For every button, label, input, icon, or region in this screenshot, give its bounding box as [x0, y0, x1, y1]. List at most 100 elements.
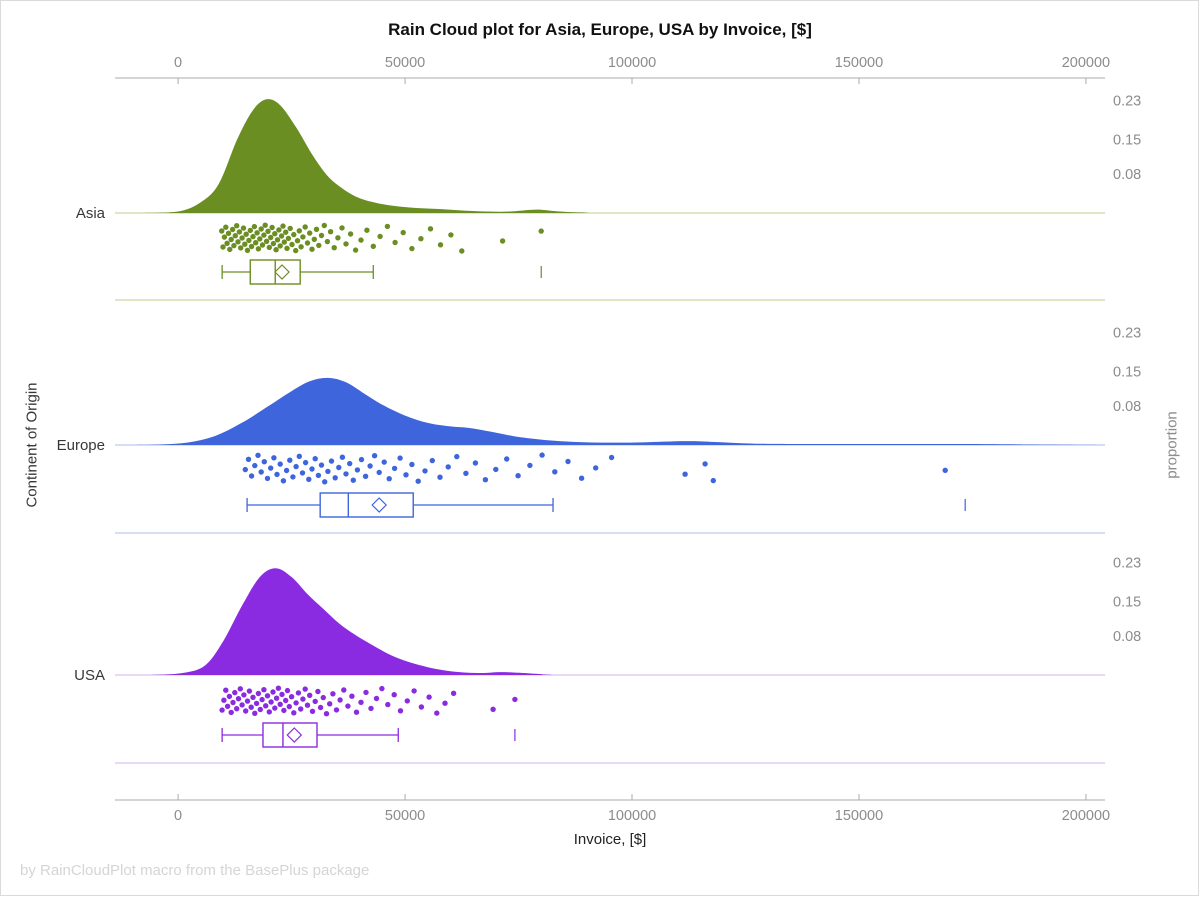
- data-point: [312, 456, 318, 462]
- data-point: [527, 462, 533, 469]
- data-point: [229, 226, 236, 233]
- data-point: [263, 238, 270, 244]
- data-point: [539, 452, 545, 458]
- data-point: [277, 461, 283, 467]
- data-point: [302, 459, 309, 466]
- data-point: [257, 236, 263, 242]
- data-point: [273, 247, 279, 253]
- data-point: [515, 473, 521, 479]
- data-point: [352, 247, 359, 253]
- data-point: [226, 693, 233, 700]
- data-point: [317, 704, 324, 711]
- data-point: [341, 687, 347, 693]
- category-label-usa: USA: [74, 667, 105, 684]
- data-point: [223, 224, 229, 230]
- data-point: [386, 476, 392, 482]
- top-axis-tick-label: 100000: [608, 55, 656, 71]
- data-point: [411, 688, 417, 694]
- data-point: [333, 707, 340, 713]
- data-point: [392, 239, 398, 246]
- data-point: [234, 223, 240, 229]
- category-label-europe: Europe: [57, 437, 105, 454]
- data-point: [251, 223, 258, 230]
- data-point: [295, 690, 302, 696]
- category-label-asia: Asia: [76, 205, 106, 222]
- data-point: [450, 690, 457, 696]
- data-point: [364, 227, 370, 233]
- data-point: [371, 453, 378, 459]
- data-point: [409, 461, 415, 468]
- data-point: [277, 701, 283, 707]
- data-point: [247, 227, 253, 234]
- data-point: [270, 240, 277, 247]
- data-point: [347, 231, 354, 237]
- bottom-axis-tick-label: 0: [174, 808, 182, 824]
- data-point: [265, 228, 271, 234]
- data-point: [339, 225, 345, 231]
- data-point: [463, 470, 469, 476]
- data-point: [403, 472, 409, 478]
- data-point: [244, 698, 251, 704]
- data-point: [349, 693, 355, 699]
- data-point: [241, 692, 247, 698]
- data-point: [278, 233, 285, 239]
- data-point: [253, 700, 260, 707]
- data-point: [343, 241, 349, 247]
- data-point: [274, 471, 280, 478]
- data-point: [280, 223, 286, 229]
- data-point: [264, 475, 271, 482]
- proportion-tick-label: 0.08: [1113, 399, 1141, 415]
- data-point: [300, 696, 306, 702]
- data-point: [266, 244, 272, 251]
- data-point: [321, 222, 327, 229]
- data-point: [400, 229, 406, 236]
- data-point: [330, 691, 336, 697]
- data-point: [397, 455, 403, 461]
- data-point: [323, 711, 330, 717]
- data-point: [264, 693, 271, 699]
- data-point: [296, 453, 302, 459]
- data-point: [377, 233, 383, 240]
- data-point: [268, 465, 274, 471]
- top-axis-tick-label: 200000: [1062, 55, 1110, 71]
- data-point: [248, 243, 255, 250]
- data-point: [565, 458, 571, 465]
- data-point: [288, 694, 295, 700]
- data-point: [263, 703, 269, 709]
- data-point: [239, 702, 245, 708]
- data-point: [325, 468, 331, 475]
- proportion-tick-label: 0.08: [1113, 629, 1141, 645]
- data-point: [298, 244, 304, 250]
- data-point: [248, 473, 255, 479]
- data-point: [287, 225, 293, 232]
- data-point: [250, 233, 256, 240]
- data-point: [593, 465, 599, 471]
- mean-diamond: [286, 727, 303, 743]
- data-point: [231, 242, 237, 249]
- data-point: [232, 689, 238, 696]
- proportion-tick-label: 0.23: [1113, 93, 1141, 109]
- data-point: [238, 245, 244, 251]
- data-point: [422, 468, 428, 474]
- density-curve-asia: [141, 99, 1105, 213]
- data-point: [373, 695, 380, 702]
- data-point: [320, 694, 326, 701]
- data-point: [281, 707, 287, 714]
- data-point: [376, 469, 382, 476]
- data-point: [313, 226, 320, 232]
- data-point: [244, 247, 251, 253]
- data-point: [272, 231, 278, 237]
- data-point: [272, 705, 278, 711]
- data-point: [221, 234, 228, 240]
- data-point: [290, 474, 296, 480]
- data-point: [243, 708, 249, 714]
- data-point: [434, 710, 440, 716]
- mean-diamond: [371, 497, 388, 513]
- data-point: [280, 478, 287, 484]
- data-point: [350, 477, 356, 483]
- x-axis-title: Invoice, [$]: [573, 831, 647, 848]
- data-point: [277, 243, 283, 249]
- data-point: [283, 467, 290, 474]
- data-point: [268, 234, 274, 241]
- data-point: [253, 240, 259, 246]
